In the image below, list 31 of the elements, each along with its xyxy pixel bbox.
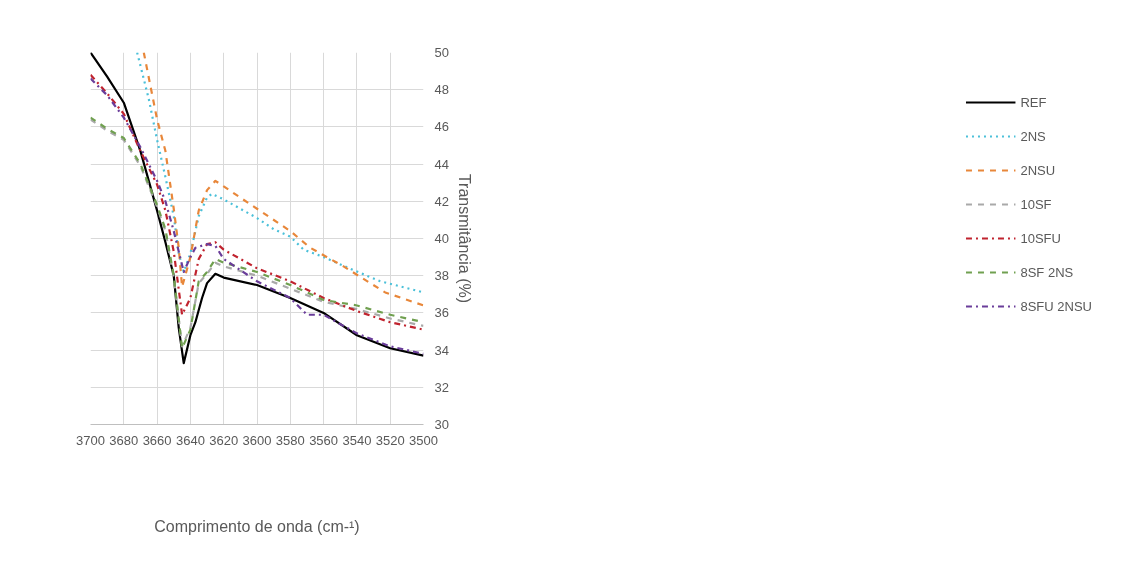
legend-label: 2NS [1020, 128, 1046, 144]
x-tick-label: 3560 [309, 432, 339, 448]
y-tick-label: 40 [434, 231, 449, 246]
x-tick-label: 3580 [275, 432, 305, 448]
y-tick-label: 48 [434, 82, 449, 98]
y-tick-label: 36 [434, 305, 449, 321]
y-axis-title: Transmitância (%) [455, 173, 473, 304]
x-tick-label: 3680 [109, 432, 139, 448]
y-tick-label: 34 [434, 342, 449, 358]
x-axis-title: Comprimento de onda (cm-¹) [154, 517, 360, 535]
legend-label: 10SFU [1020, 230, 1061, 246]
y-tick-label: 44 [434, 156, 449, 172]
x-tick-label: 3600 [242, 432, 272, 448]
x-tick-label: 3640 [175, 432, 205, 448]
x-tick-label: 3540 [342, 432, 372, 448]
legend-label: 8SFU 2NSU [1020, 298, 1092, 314]
y-tick-label: 30 [434, 417, 449, 432]
legend-label: 8SF 2NS [1020, 264, 1074, 280]
y-tick-label: 32 [434, 379, 449, 395]
x-tick-label: 3700 [76, 432, 105, 448]
x-tick-label: 3660 [142, 432, 172, 448]
y-tick-label: 42 [434, 193, 449, 209]
x-tick-label: 3500 [409, 432, 438, 448]
legend-label: 10SF [1020, 196, 1052, 212]
y-tick-label: 46 [434, 119, 449, 135]
legend-label: 2NSU [1020, 162, 1056, 178]
x-tick-label: 3620 [209, 432, 239, 448]
x-tick-label: 3520 [375, 432, 405, 448]
legend-label: REF [1020, 94, 1047, 110]
y-tick-label: 38 [434, 268, 449, 284]
y-tick-label: 50 [434, 45, 449, 60]
